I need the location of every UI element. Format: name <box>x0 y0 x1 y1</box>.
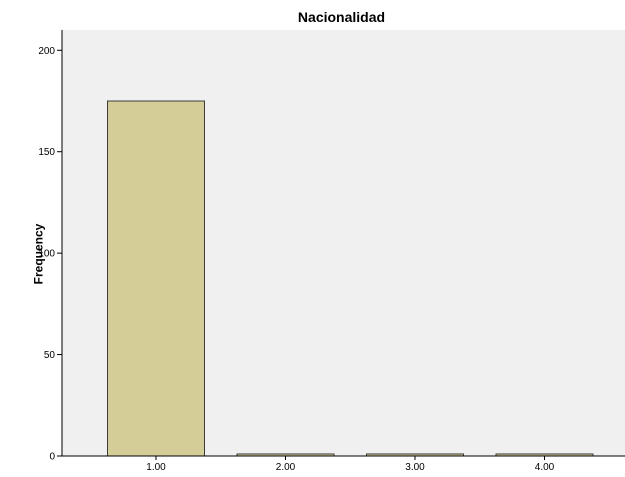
x-tick-label-2.00: 2.00 <box>276 462 296 473</box>
x-tick-label-3.00: 3.00 <box>405 462 425 473</box>
x-tick-label-4.00: 4.00 <box>535 462 555 473</box>
bar-1.00 <box>107 100 205 457</box>
y-tick-label-0: 0 <box>49 452 55 463</box>
y-tick-label-100: 100 <box>38 249 55 260</box>
x-tick-label-1.00: 1.00 <box>146 462 166 473</box>
chart-title: Nacionalidad <box>297 9 386 25</box>
y-tick-label-200: 200 <box>38 46 55 57</box>
y-tick-label-50: 50 <box>44 350 56 361</box>
y-tick-label-150: 150 <box>38 147 55 158</box>
